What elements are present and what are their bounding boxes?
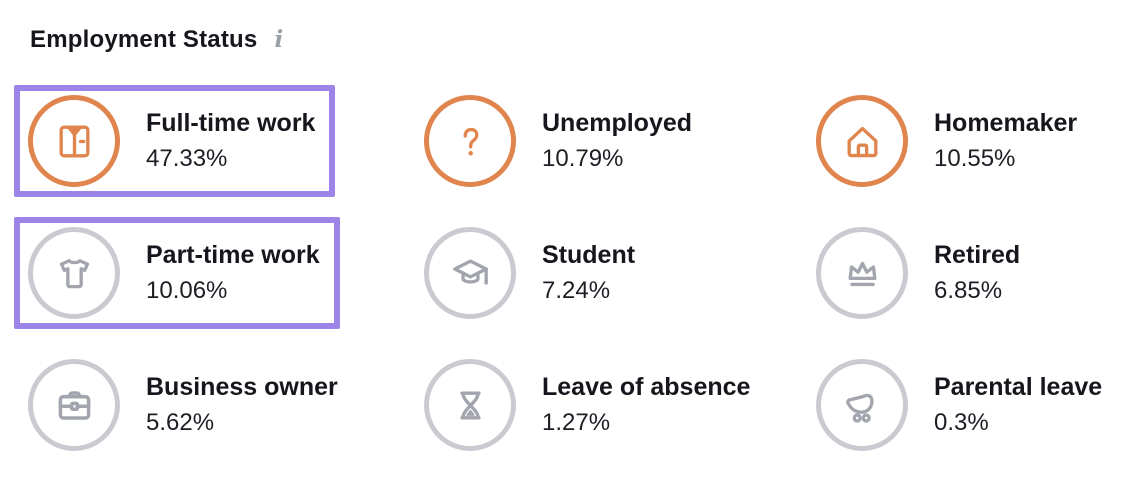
stroller-icon: [839, 382, 886, 429]
shirt-icon: [51, 118, 98, 165]
crown-icon: [839, 250, 886, 297]
item-value: 10.55%: [934, 145, 1016, 173]
item-text: Leave of absence 1.27%: [542, 373, 750, 436]
item-leave-of-absence[interactable]: Leave of absence 1.27%: [410, 349, 770, 461]
item-business-owner[interactable]: Business owner 5.62%: [14, 349, 358, 461]
item-text: Homemaker 10.55%: [934, 109, 1077, 172]
item-value: 10.06%: [146, 277, 228, 305]
house-icon: [839, 118, 886, 165]
item-icon-circle: [424, 95, 516, 187]
item-value: 5.62%: [146, 409, 215, 437]
item-text: Business owner 5.62%: [146, 373, 338, 436]
item-full-time-work[interactable]: Full-time work 47.33%: [14, 85, 336, 197]
item-text: Part-time work 10.06%: [146, 241, 320, 304]
info-icon[interactable]: i: [274, 25, 284, 53]
item-label: Student: [542, 241, 636, 270]
item-icon-circle: [424, 227, 516, 319]
item-value: 47.33%: [146, 145, 228, 173]
item-label: Homemaker: [934, 109, 1078, 138]
section-title: Employment Status: [30, 26, 258, 53]
item-icon-circle: [816, 95, 908, 187]
briefcase-icon: [51, 382, 98, 429]
tshirt-icon: [51, 250, 98, 297]
item-homemaker[interactable]: Homemaker 10.55%: [802, 85, 1097, 197]
item-label: Part-time work: [146, 241, 320, 270]
question-mark-icon: [447, 118, 494, 165]
item-value: 6.85%: [934, 277, 1003, 305]
item-icon-circle: [28, 227, 120, 319]
item-student[interactable]: Student 7.24%: [410, 217, 655, 329]
item-label: Leave of absence: [542, 373, 751, 402]
item-label: Retired: [934, 241, 1021, 270]
item-text: Full-time work 47.33%: [146, 109, 315, 172]
item-text: Student 7.24%: [542, 241, 635, 304]
item-label: Full-time work: [146, 109, 316, 138]
item-parental-leave[interactable]: Parental leave 0.3%: [802, 349, 1122, 461]
employment-status-panel: Employment Status i Full-time work 47.33…: [14, 26, 1147, 461]
item-label: Business owner: [146, 373, 338, 402]
item-icon-circle: [424, 359, 516, 451]
item-value: 7.24%: [542, 277, 611, 305]
hourglass-icon: [447, 382, 494, 429]
item-retired[interactable]: Retired 6.85%: [802, 217, 1040, 329]
item-part-time-work[interactable]: Part-time work 10.06%: [14, 217, 340, 329]
item-label: Unemployed: [542, 109, 693, 138]
item-text: Unemployed 10.79%: [542, 109, 692, 172]
item-text: Parental leave 0.3%: [934, 373, 1102, 436]
item-value: 1.27%: [542, 409, 611, 437]
item-icon-circle: [28, 95, 120, 187]
graduation-cap-icon: [447, 250, 494, 297]
item-text: Retired 6.85%: [934, 241, 1020, 304]
item-label: Parental leave: [934, 373, 1103, 402]
section-header: Employment Status i: [30, 26, 1147, 54]
item-value: 10.79%: [542, 145, 624, 173]
item-unemployed[interactable]: Unemployed 10.79%: [410, 85, 712, 197]
item-value: 0.3%: [934, 409, 989, 437]
item-icon-circle: [816, 359, 908, 451]
item-icon-circle: [28, 359, 120, 451]
item-icon-circle: [816, 227, 908, 319]
employment-status-grid: Full-time work 47.33% Unemployed 10.79% …: [14, 85, 1147, 461]
